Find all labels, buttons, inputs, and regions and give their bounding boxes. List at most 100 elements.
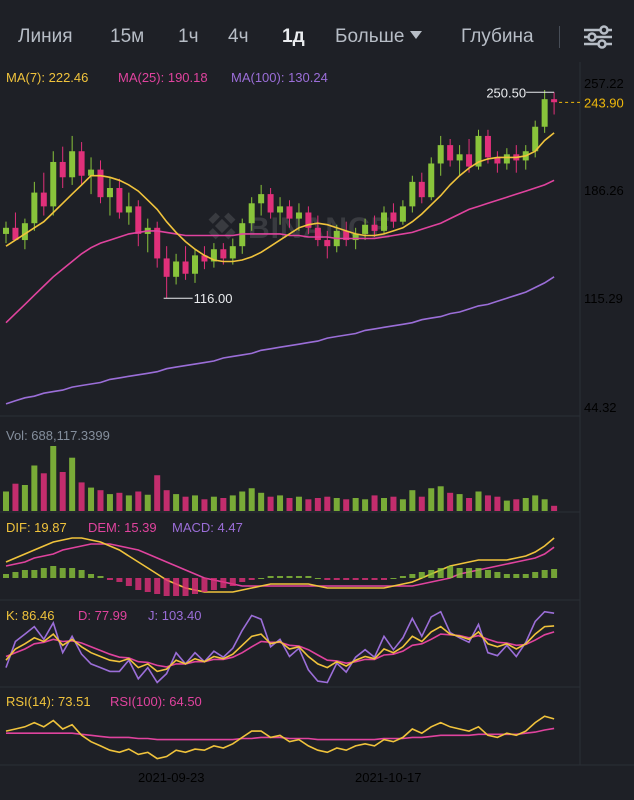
candle-body <box>484 135 491 158</box>
volume-bar <box>125 495 132 511</box>
volume-bar <box>399 499 406 511</box>
volume-bar <box>12 483 19 511</box>
macd-hist-bar <box>50 566 57 578</box>
volume-bar <box>239 491 246 511</box>
macd-hist-bar <box>362 578 369 580</box>
macd-hist-bar <box>267 576 274 578</box>
volume-bar <box>428 488 435 511</box>
candle-body <box>3 227 9 234</box>
volume-bar <box>106 494 113 511</box>
candles <box>3 89 558 299</box>
macd-hist-bar <box>78 570 85 578</box>
candle-body <box>494 157 501 164</box>
volume-bar <box>267 496 274 511</box>
tab-1h[interactable]: 1ч <box>178 26 199 47</box>
volume-bar <box>324 496 331 511</box>
volume-bar <box>295 496 302 511</box>
volume-bar <box>69 457 76 511</box>
tab-4h[interactable]: 4ч <box>228 26 249 47</box>
macd-hist-bar <box>182 578 189 596</box>
macd-hist-bar <box>513 574 520 578</box>
macd-legend: MACD: 4.47 <box>172 520 243 535</box>
candle-body <box>551 99 558 103</box>
macd-hist-bar <box>466 568 473 578</box>
volume-bar <box>371 495 378 511</box>
macd-hist-bar <box>399 576 406 578</box>
macd-hist-bar <box>40 568 47 578</box>
volume-bar <box>277 495 284 511</box>
rsi100-line <box>6 727 555 741</box>
macd-hist-bar <box>106 578 113 580</box>
tab-line[interactable]: Линия <box>18 26 73 47</box>
macd-hist-bar <box>551 569 558 578</box>
candle-body <box>125 206 132 213</box>
macd-hist-bar <box>305 576 312 578</box>
macd-hist-bar <box>210 578 217 590</box>
more-dropdown[interactable]: Больше <box>335 26 423 48</box>
j-legend: J: 103.40 <box>148 608 202 623</box>
volume-bar <box>229 495 236 511</box>
volume-bar <box>305 499 312 511</box>
volume-bar <box>541 499 548 511</box>
candle-body <box>381 212 387 231</box>
dif-legend: DIF: 19.87 <box>6 520 67 535</box>
macd-hist-bar <box>409 574 416 578</box>
d-legend: D: 77.99 <box>78 608 127 623</box>
volume-bar <box>21 485 28 511</box>
last-price-tag: 243.90 <box>559 95 624 110</box>
caret-down-icon <box>410 30 423 39</box>
macd-hist-bar <box>428 570 435 578</box>
ma7-legend: MA(7): 222.46 <box>6 70 88 85</box>
macd-hist-bar <box>541 570 548 578</box>
macd-hist-bar <box>220 578 227 588</box>
macd-hist-bar <box>229 578 236 586</box>
volume-bar <box>484 495 491 511</box>
macd-hist-bar <box>144 578 151 592</box>
low-annotation: 116.00 <box>163 291 232 306</box>
volume-bar <box>362 499 369 511</box>
y-tick-label: 115.29 <box>584 291 623 306</box>
volume-bar <box>220 498 227 511</box>
volume-bar <box>343 499 350 511</box>
candle-body <box>343 230 350 241</box>
volume-bar <box>466 498 473 511</box>
vol-legend: Vol: 688,117.3399 <box>6 428 110 443</box>
macd-hist-bar <box>12 572 19 578</box>
macd-hist-bar <box>503 574 510 578</box>
candle-body <box>229 246 236 259</box>
macd-hist-bar <box>390 578 397 579</box>
y-tick-label: 257.22 <box>584 76 624 91</box>
macd-hist-bar <box>456 568 463 578</box>
macd-hist-bar <box>475 568 482 578</box>
candle-body <box>399 206 406 222</box>
macd-hist-bar <box>295 576 302 578</box>
tab-15m[interactable]: 15м <box>110 26 145 47</box>
volume-bar <box>381 498 387 511</box>
candle-body <box>69 151 76 178</box>
volume-bar <box>475 491 482 511</box>
volume-bar <box>97 490 104 511</box>
macd-hist-bar <box>258 578 265 579</box>
candle-body <box>31 192 38 224</box>
macd-hist-bar <box>381 578 387 580</box>
volume-bar <box>88 487 95 511</box>
macd-hist-bar <box>97 576 104 578</box>
tab-1d[interactable]: 1д <box>282 26 305 47</box>
volume-bar <box>409 490 416 511</box>
candle-body <box>390 212 397 222</box>
sliders-icon[interactable] <box>582 24 614 50</box>
candle-body <box>541 99 548 127</box>
tab-depth[interactable]: Глубина <box>461 26 534 47</box>
macd-hist-bar <box>371 578 378 580</box>
volume-bar <box>144 494 151 511</box>
candle-body <box>88 169 95 176</box>
macd-hist-bar <box>59 568 66 578</box>
candle-body <box>248 203 255 224</box>
candle-body <box>475 135 482 167</box>
candle-body <box>295 212 302 219</box>
macd-hist-bar <box>116 578 123 582</box>
candle-body <box>106 187 113 198</box>
rsi14-line <box>5 715 555 760</box>
candle-body <box>135 206 142 234</box>
